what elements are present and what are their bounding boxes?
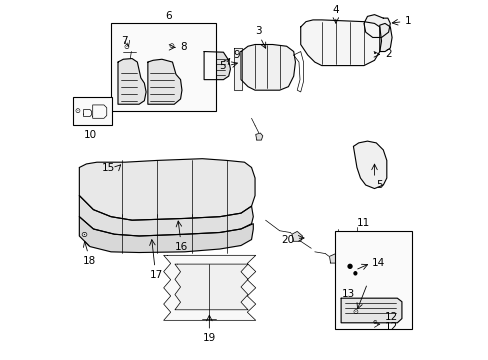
Text: 19: 19 — [203, 333, 216, 343]
Polygon shape — [353, 141, 386, 189]
Text: ●: ● — [346, 263, 352, 269]
Text: 16: 16 — [174, 242, 187, 252]
Text: 5: 5 — [219, 60, 226, 71]
Text: ⊙: ⊙ — [168, 42, 174, 49]
Polygon shape — [233, 48, 241, 90]
Text: ⊙: ⊙ — [80, 230, 87, 239]
Text: ⊙: ⊙ — [75, 108, 81, 114]
Polygon shape — [203, 51, 230, 80]
Text: 13: 13 — [342, 289, 355, 299]
Text: •: • — [372, 51, 376, 57]
Bar — [73, 97, 111, 125]
Bar — [334, 231, 411, 329]
Polygon shape — [79, 195, 253, 236]
Text: 9: 9 — [233, 50, 240, 60]
Polygon shape — [175, 264, 247, 310]
Polygon shape — [291, 231, 302, 241]
Polygon shape — [79, 159, 255, 220]
Text: 2: 2 — [384, 49, 391, 59]
Polygon shape — [379, 23, 391, 51]
Polygon shape — [241, 45, 295, 90]
Polygon shape — [300, 20, 381, 66]
Bar — [111, 23, 216, 111]
Text: 3: 3 — [255, 26, 262, 36]
Polygon shape — [163, 255, 255, 320]
Text: ●: ● — [352, 270, 357, 275]
Text: 15: 15 — [102, 163, 115, 173]
Text: 12: 12 — [384, 322, 397, 332]
Text: 7: 7 — [121, 36, 127, 46]
Polygon shape — [79, 217, 253, 252]
Text: 6: 6 — [164, 10, 171, 21]
Text: 5: 5 — [375, 180, 382, 190]
Text: 11: 11 — [356, 218, 369, 228]
Text: 4: 4 — [332, 5, 339, 15]
Polygon shape — [118, 59, 146, 104]
Text: 12: 12 — [384, 312, 397, 322]
Text: ⊙: ⊙ — [123, 44, 129, 50]
Polygon shape — [363, 15, 389, 37]
Text: ⊙: ⊙ — [371, 320, 376, 325]
Polygon shape — [341, 298, 401, 323]
Text: 20: 20 — [281, 234, 294, 244]
Text: ⊙: ⊙ — [351, 309, 357, 315]
Text: 1: 1 — [404, 15, 410, 26]
Polygon shape — [255, 133, 262, 140]
Polygon shape — [329, 253, 341, 263]
Text: 14: 14 — [371, 258, 385, 268]
Text: 17: 17 — [149, 270, 162, 280]
Text: 8: 8 — [180, 42, 187, 52]
Text: 18: 18 — [82, 256, 96, 266]
Text: 10: 10 — [84, 130, 97, 140]
Polygon shape — [147, 59, 182, 104]
